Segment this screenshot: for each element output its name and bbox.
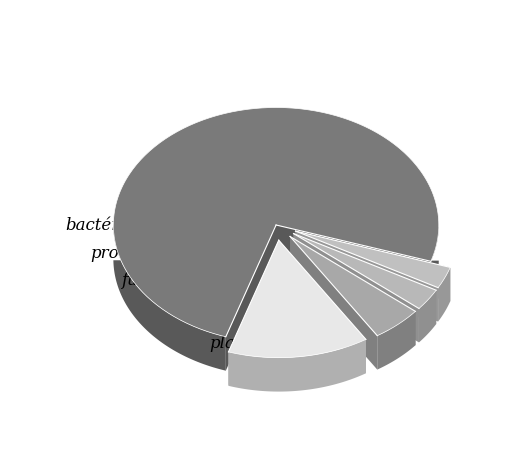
Polygon shape	[294, 234, 436, 309]
Polygon shape	[294, 234, 436, 324]
Polygon shape	[229, 241, 279, 386]
Polygon shape	[290, 237, 377, 370]
Polygon shape	[438, 268, 450, 322]
Polygon shape	[296, 231, 438, 322]
Polygon shape	[419, 290, 436, 343]
Polygon shape	[296, 231, 450, 302]
Polygon shape	[276, 226, 431, 295]
Text: bactérias: bactérias	[66, 217, 143, 234]
Polygon shape	[229, 340, 366, 392]
Text: protistas: protistas	[90, 244, 164, 261]
Polygon shape	[114, 227, 439, 371]
Polygon shape	[279, 241, 366, 373]
Polygon shape	[377, 312, 415, 370]
Text: animais: animais	[361, 172, 426, 189]
Polygon shape	[114, 108, 439, 337]
Text: plantas: plantas	[209, 334, 271, 351]
Polygon shape	[226, 226, 276, 371]
Polygon shape	[296, 231, 450, 288]
Polygon shape	[290, 237, 415, 345]
Polygon shape	[290, 237, 415, 336]
Polygon shape	[294, 234, 419, 343]
Text: fungos: fungos	[121, 271, 178, 288]
Polygon shape	[229, 241, 366, 358]
